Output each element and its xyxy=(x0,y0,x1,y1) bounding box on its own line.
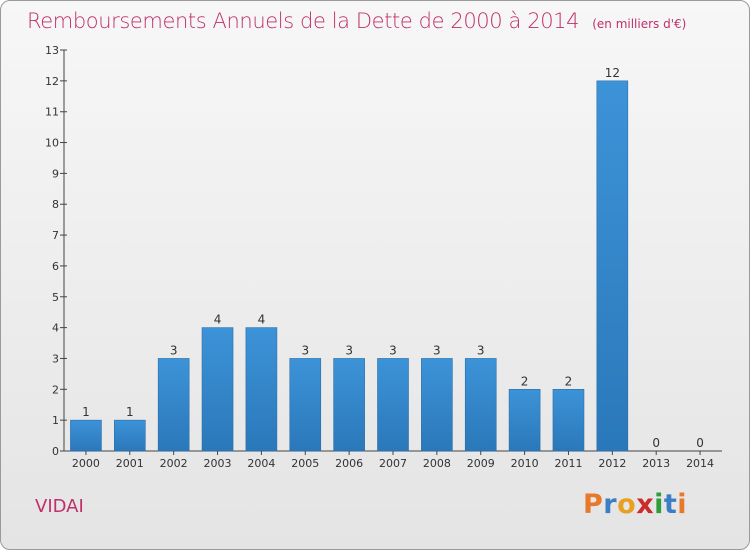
bar xyxy=(114,419,146,452)
x-tick-label: 2006 xyxy=(335,457,363,470)
commune-name: VIDAI xyxy=(35,496,84,517)
x-tick-label: 2011 xyxy=(554,457,582,470)
y-tick-label: 6 xyxy=(52,260,59,273)
data-label: 0 xyxy=(696,436,704,450)
x-tick-label: 2004 xyxy=(247,457,275,470)
y-tick-label: 4 xyxy=(52,322,59,335)
logo-letter: o xyxy=(617,489,637,520)
x-tick-label: 2010 xyxy=(511,457,539,470)
data-label: 3 xyxy=(345,343,353,357)
x-tick-label: 2005 xyxy=(291,457,319,470)
y-tick-label: 5 xyxy=(52,291,59,304)
chart-title: Remboursements Annuels de la Dette de 20… xyxy=(27,9,686,33)
y-tick-label: 8 xyxy=(52,198,59,211)
logo-letter: x xyxy=(636,489,655,520)
y-tick-label: 1 xyxy=(52,414,59,427)
x-tick-label: 2013 xyxy=(642,457,670,470)
x-tick-label: 2000 xyxy=(72,457,100,470)
bar xyxy=(552,389,585,452)
y-tick-label: 10 xyxy=(45,137,59,150)
bar xyxy=(157,358,190,452)
data-label: 4 xyxy=(258,313,266,327)
y-tick-label: 13 xyxy=(45,44,59,57)
data-label: 3 xyxy=(389,343,397,357)
data-label: 2 xyxy=(521,374,529,388)
bar xyxy=(245,327,278,452)
logo-letter: P xyxy=(583,489,604,520)
x-tick-label: 2007 xyxy=(379,457,407,470)
data-label: 0 xyxy=(652,436,660,450)
x-tick-label: 2014 xyxy=(686,457,714,470)
bar xyxy=(70,419,102,452)
bar xyxy=(333,358,365,452)
data-label: 1 xyxy=(126,405,134,419)
bar xyxy=(289,358,322,452)
y-tick-label: 7 xyxy=(52,229,59,242)
x-tick-label: 2002 xyxy=(160,457,188,470)
bar xyxy=(201,327,234,452)
y-tick-label: 3 xyxy=(52,352,59,365)
data-label: 3 xyxy=(170,343,178,357)
data-label: 1 xyxy=(82,405,90,419)
data-label: 4 xyxy=(214,313,222,327)
x-tick-label: 2008 xyxy=(423,457,451,470)
y-tick-label: 2 xyxy=(52,383,59,396)
logo-letter: i xyxy=(654,489,664,520)
y-tick-label: 9 xyxy=(52,167,59,180)
proxiti-logo: Proxiti xyxy=(583,489,687,520)
bar xyxy=(377,358,409,452)
y-tick-label: 12 xyxy=(45,75,59,88)
data-label: 3 xyxy=(477,343,485,357)
bar xyxy=(508,389,541,452)
x-tick-label: 2003 xyxy=(204,457,232,470)
title-main: Remboursements Annuels de la Dette de 20… xyxy=(27,9,580,33)
x-tick-label: 2001 xyxy=(116,457,144,470)
logo-letter: t xyxy=(663,489,678,520)
logo-letter: r xyxy=(603,489,618,520)
data-label: 12 xyxy=(605,66,620,80)
data-label: 3 xyxy=(301,343,309,357)
y-tick-label: 0 xyxy=(52,445,59,458)
data-label: 3 xyxy=(433,343,441,357)
y-tick-label: 11 xyxy=(45,106,59,119)
bar xyxy=(596,80,629,452)
bar xyxy=(421,358,453,452)
logo-letter: i xyxy=(677,489,688,520)
x-tick-label: 2009 xyxy=(467,457,495,470)
bar xyxy=(464,358,497,452)
title-unit: (en milliers d'€) xyxy=(592,17,687,31)
x-tick-label: 2012 xyxy=(598,457,626,470)
data-label: 2 xyxy=(565,374,573,388)
